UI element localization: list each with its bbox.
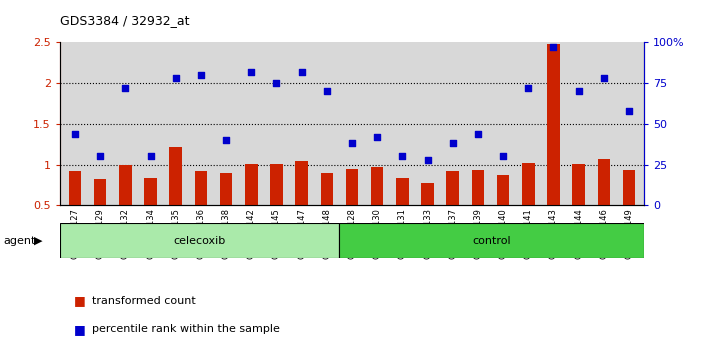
Bar [296,161,308,205]
Point [372,134,383,140]
Text: ■: ■ [74,295,86,307]
Text: percentile rank within the sample: percentile rank within the sample [92,324,279,334]
Bar [194,171,207,205]
Text: GDS3384 / 32932_at: GDS3384 / 32932_at [60,14,189,27]
Bar [339,223,644,258]
Text: ▶: ▶ [34,236,42,246]
Bar [346,169,358,205]
Point [522,85,534,91]
Bar [94,179,106,205]
Bar [144,178,157,205]
Bar [371,167,384,205]
Bar [497,175,510,205]
Bar [421,183,434,205]
Bar [598,159,610,205]
Point [69,131,80,137]
Point [573,88,584,94]
Bar [547,44,560,205]
Point [195,72,206,78]
Bar [472,170,484,205]
Bar [220,173,232,205]
Text: transformed count: transformed count [92,296,195,306]
Point [321,88,332,94]
Point [246,69,257,75]
Text: celecoxib: celecoxib [173,236,226,246]
Point [346,141,358,146]
Bar [623,170,635,205]
Bar [446,171,459,205]
Point [548,45,559,50]
Point [170,75,182,81]
Point [120,85,131,91]
Point [598,75,610,81]
Bar [270,164,283,205]
Bar [396,178,408,205]
Bar [170,147,182,205]
Point [220,137,232,143]
Point [498,154,509,159]
Point [271,80,282,86]
Bar [320,173,333,205]
Text: agent: agent [4,236,36,246]
Text: ■: ■ [74,323,86,336]
Bar [245,164,258,205]
Point [422,157,433,162]
Point [624,108,635,114]
Point [472,131,484,137]
Point [397,154,408,159]
Point [94,154,106,159]
Bar [69,171,81,205]
Point [145,154,156,159]
Point [447,141,458,146]
Bar [119,165,132,205]
Point [296,69,307,75]
Text: control: control [472,236,511,246]
Bar [60,223,339,258]
Bar [572,164,585,205]
Bar [522,163,534,205]
